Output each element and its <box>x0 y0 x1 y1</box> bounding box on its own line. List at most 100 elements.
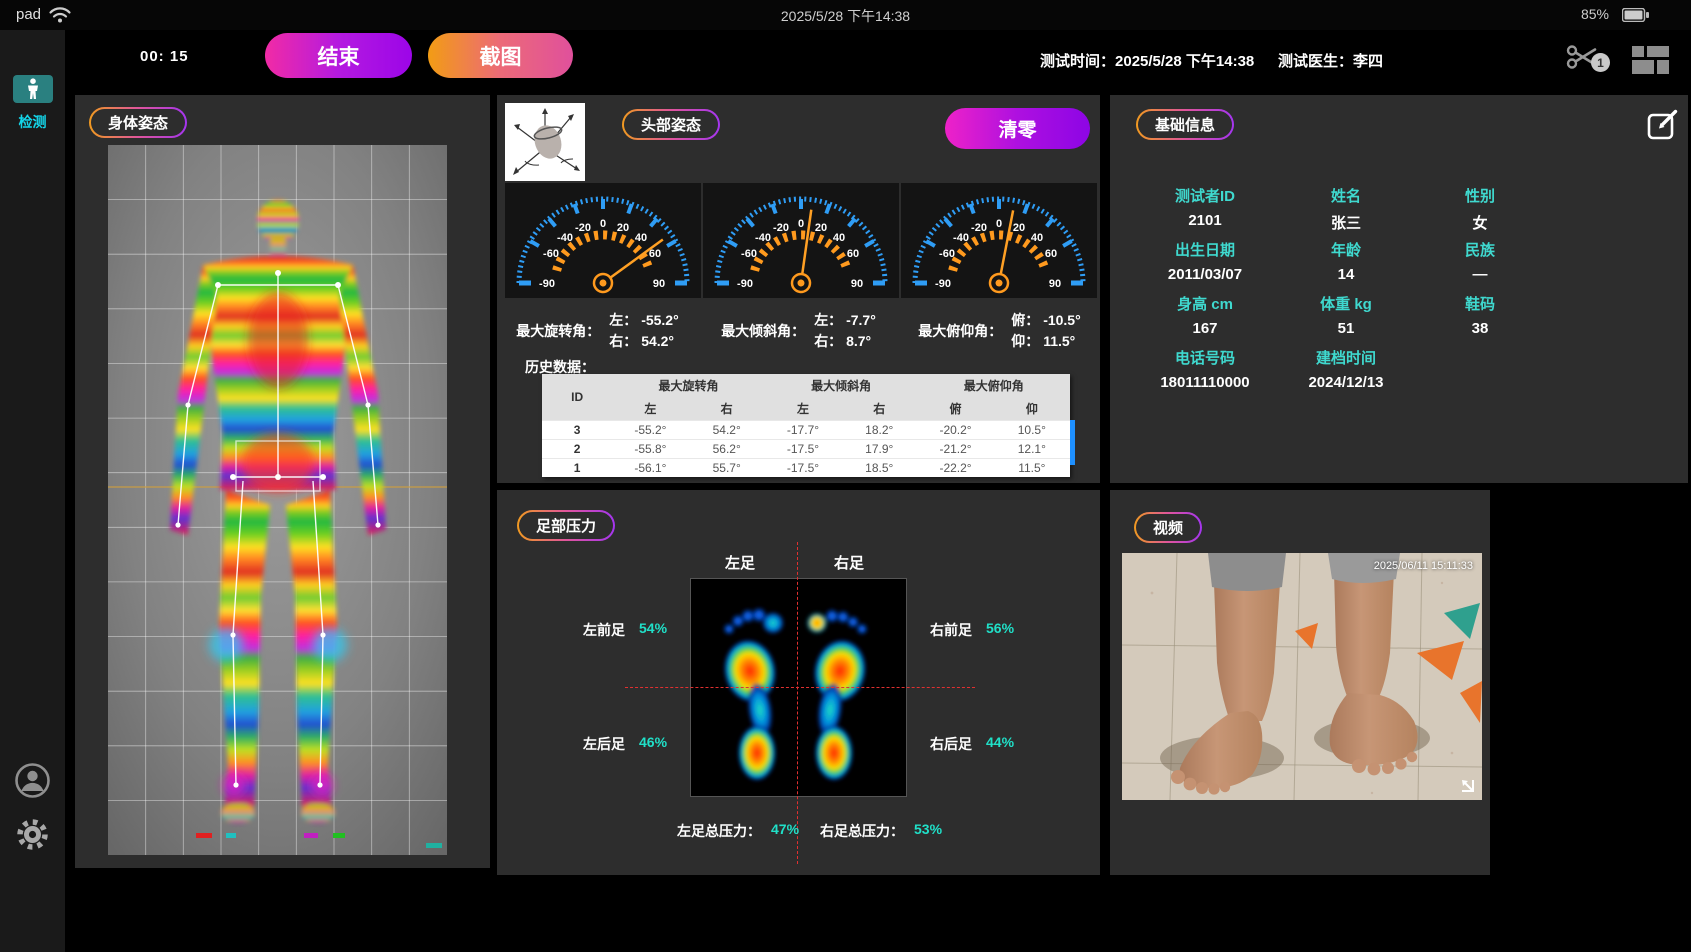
cell: -22.2° <box>917 458 994 477</box>
edit-icon[interactable] <box>1646 107 1680 141</box>
svg-text:-40: -40 <box>557 232 573 244</box>
field-label: 电话号码 <box>1174 350 1235 367</box>
person-icon <box>28 78 38 99</box>
svg-text:-60: -60 <box>939 248 955 260</box>
device-name: pad <box>16 6 42 23</box>
field-label: 民族 <box>1464 242 1495 259</box>
total-label: 右足总压力： <box>820 823 904 839</box>
field-value: 14 <box>1337 266 1355 283</box>
stat-line-value: 11.5° <box>1043 333 1076 349</box>
table-row: 3 -55.2° 54.2° -17.7° 18.2° -20.2° 10.5° <box>542 420 1070 440</box>
col-group-pitch: 最大俯仰角 <box>917 374 1070 397</box>
svg-text:20: 20 <box>1013 222 1025 234</box>
table-row: 1 -56.1° 55.7° -17.5° 18.5° -22.2° 11.5° <box>542 458 1070 477</box>
status-datetime: 2025/5/28 下午14:38 <box>780 8 911 24</box>
field-value: — <box>1472 266 1488 283</box>
screenshot-button-label: 截图 <box>479 45 522 69</box>
session-timer: 00: 15 <box>140 48 189 65</box>
quad-value: 56% <box>986 620 1015 636</box>
head-posture-panel: 头部姿态 清零 -90 -60 -40 -20 0 <box>497 95 1100 483</box>
left-foot-header: 左足 <box>725 555 756 572</box>
screenshot-button[interactable]: 截图 <box>428 33 573 78</box>
clip-tool[interactable]: 1 <box>1565 43 1625 83</box>
body-thermal-image <box>108 145 447 855</box>
head-posture-title: 头部姿态 <box>622 109 721 140</box>
doctor-value: 李四 <box>1353 53 1384 70</box>
stat-name: 最大倾斜角： <box>721 323 806 339</box>
fullscreen-corner-icon[interactable] <box>1458 776 1476 794</box>
svg-text:90: 90 <box>1049 278 1061 290</box>
end-button-label: 结束 <box>317 45 360 69</box>
svg-text:-20: -20 <box>773 222 789 234</box>
test-time: 测试时间：2025/5/28 下午14:38 <box>1040 50 1254 71</box>
quad-value: 54% <box>639 620 668 636</box>
reset-button[interactable]: 清零 <box>945 108 1090 149</box>
max-tilt-stat: 最大倾斜角： 左： -7.7° 右： 8.7° <box>698 310 899 352</box>
cell: 12.1° <box>993 439 1070 459</box>
svg-text:60: 60 <box>847 248 859 260</box>
col-sub: 右 <box>841 397 918 421</box>
svg-text:90: 90 <box>851 278 863 290</box>
table-row: 2 -55.8° 56.2° -17.5° 17.9° -21.2° 12.1° <box>542 439 1070 459</box>
field-label: 姓名 <box>1330 188 1361 205</box>
head-stats-row: 最大旋转角： 左： -55.2° 右： 54.2° 最大倾斜角： 左： -7.7… <box>497 310 1100 352</box>
wifi-icon <box>49 7 71 23</box>
basic-info-title-text: 基础信息 <box>1138 111 1233 138</box>
svg-text:-90: -90 <box>539 278 555 290</box>
col-group-tilt: 最大倾斜角 <box>764 374 918 397</box>
avatar-icon[interactable] <box>14 762 51 799</box>
left-forefoot-stat: 左前足 54% <box>583 620 667 640</box>
field-label: 测试者ID <box>1174 188 1235 205</box>
svg-text:90: 90 <box>653 278 665 290</box>
cell-id: 3 <box>542 420 613 440</box>
stat-line-value: 54.2° <box>641 333 675 349</box>
right-total-pressure: 右足总压力： 53% <box>820 821 942 841</box>
col-group-rotation: 最大旋转角 <box>612 374 765 397</box>
end-button[interactable]: 结束 <box>265 33 412 78</box>
cell: 11.5° <box>993 458 1070 477</box>
test-time-value: 2025/5/28 下午14:38 <box>1115 53 1255 70</box>
stat-name: 最大旋转角： <box>516 323 601 339</box>
toolbar: 00: 15 结束 截图 测试时间：2025/5/28 下午14:38 测试医生… <box>65 30 1691 92</box>
field-label: 鞋码 <box>1464 296 1495 313</box>
cell: 10.5° <box>993 420 1070 440</box>
video-still <box>1122 553 1482 800</box>
quad-label: 右前足 <box>930 622 972 638</box>
svg-text:0: 0 <box>600 218 606 230</box>
svg-text:0: 0 <box>996 218 1002 230</box>
basic-info-panel: 基础信息 测试者ID 姓名 性别 2101 张三 女 出生日期 年龄 民族 20… <box>1110 95 1688 483</box>
sidebar: 检测 <box>0 30 65 952</box>
right-rearfoot-stat: 右后足 44% <box>930 734 1014 754</box>
svg-text:60: 60 <box>649 248 661 260</box>
sidebar-item-detect[interactable] <box>13 75 53 103</box>
stat-line-value: -55.2° <box>641 312 679 328</box>
gear-icon[interactable] <box>14 816 51 853</box>
field-label: 建档时间 <box>1315 350 1376 367</box>
field-value: 张三 <box>1330 215 1361 232</box>
battery-icon <box>1622 8 1649 22</box>
doctor-label: 测试医生： <box>1278 53 1354 70</box>
basic-info-title: 基础信息 <box>1136 109 1235 140</box>
foot-center-vline <box>797 542 798 864</box>
left-total-pressure: 左足总压力： 47% <box>677 821 799 841</box>
field-label: 出生日期 <box>1174 242 1235 259</box>
table-scrollbar[interactable] <box>1070 420 1075 465</box>
cell: -56.1° <box>612 458 689 477</box>
cell: -17.5° <box>764 458 842 477</box>
quad-value: 44% <box>986 734 1015 750</box>
history-data-label: 历史数据： <box>525 359 595 375</box>
stat-line-label: 俯： <box>1011 312 1040 328</box>
total-label: 左足总压力： <box>677 823 761 839</box>
svg-text:0: 0 <box>798 218 804 230</box>
col-sub: 仰 <box>993 397 1070 421</box>
svg-text:-40: -40 <box>953 232 969 244</box>
layout-grid-icon[interactable] <box>1632 46 1669 74</box>
max-pitch-stat: 最大俯仰角： 俯： -10.5° 仰： 11.5° <box>899 310 1100 352</box>
col-sub: 右 <box>688 397 765 421</box>
svg-text:40: 40 <box>1031 232 1043 244</box>
video-frame: 2025/06/11 15:11:33 <box>1122 553 1482 800</box>
stat-line-value: 8.7° <box>846 333 872 349</box>
cell: 18.2° <box>841 420 918 440</box>
right-foot-header: 右足 <box>834 555 865 572</box>
